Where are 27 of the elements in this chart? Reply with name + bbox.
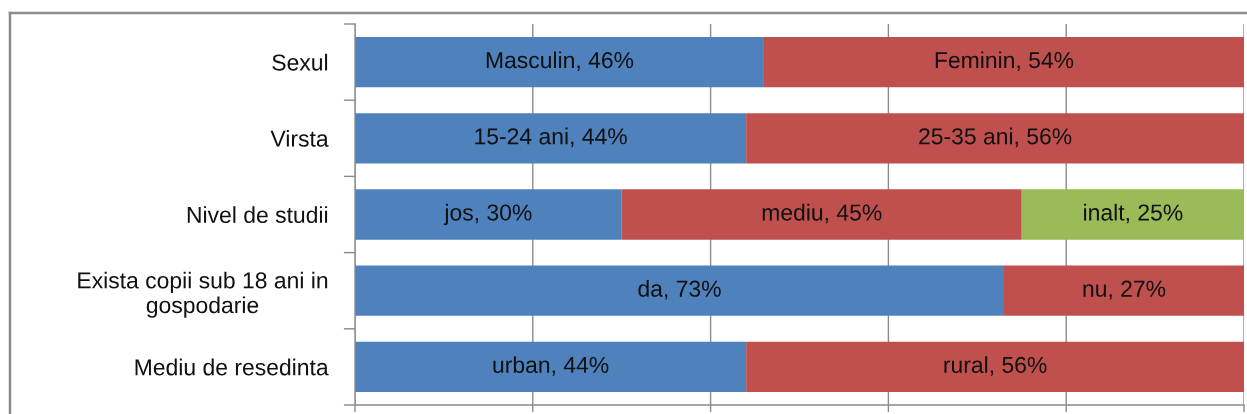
bar [1003,265,1244,316]
data-label: 25-35 ani, 56% [919,127,1072,148]
data-label: Feminin, 54% [935,51,1074,71]
bar [355,189,622,240]
bar [355,265,1004,316]
bar [355,113,747,164]
y-tick-label: Nivel de studii [187,206,328,224]
bar [746,341,1244,393]
y-tick-label: Mediu de resedinta [135,358,329,376]
bar [746,113,1244,164]
data-label: urban, 44% [493,356,609,376]
data-label: nu, 27% [1083,280,1166,300]
data-label: da, 73% [638,280,721,300]
data-label: inalt, 25% [1084,203,1183,224]
bar [1021,189,1244,240]
bar [355,341,747,393]
bar [355,36,764,88]
data-label: mediu, 45% [762,203,882,224]
data-label: 15-24 ani, 44% [475,127,627,148]
data-label: rural, 56% [944,356,1047,376]
bar [621,189,1022,240]
data-label: jos, 30% [443,203,532,226]
y-tick-label: Exista copii sub 18 ani in gospodarie [78,271,328,318]
y-tick-label: Sexul [272,53,328,71]
data-label: Masculin, 46% [486,51,634,71]
bar [763,36,1244,88]
y-tick-label: Virsta [270,130,329,147]
